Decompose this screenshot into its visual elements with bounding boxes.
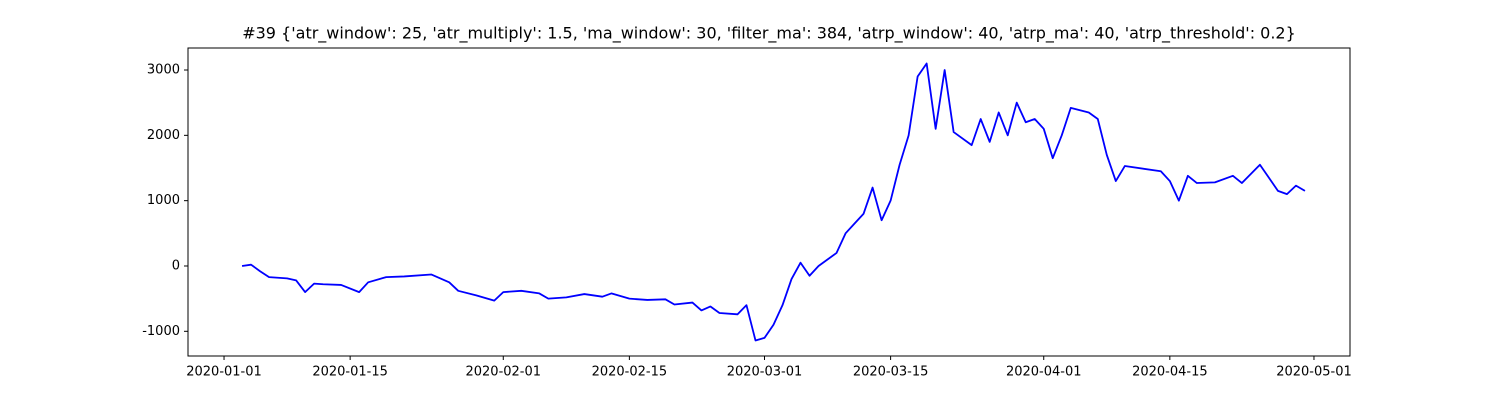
y-tick-label: 0 — [172, 258, 180, 273]
x-tick-label: 2020-02-01 — [465, 365, 541, 380]
x-tick-label: 2020-02-15 — [592, 365, 668, 380]
x-tick-label: 2020-01-01 — [186, 365, 262, 380]
y-tick-label: 1000 — [147, 193, 180, 208]
y-tick-label: 2000 — [147, 128, 180, 143]
x-tick-label: 2020-03-01 — [727, 365, 803, 380]
x-tick-label: 2020-01-15 — [312, 365, 388, 380]
x-tick-label: 2020-05-01 — [1276, 365, 1352, 380]
plot-frame — [187, 47, 1351, 357]
data-line — [241, 62, 1306, 342]
x-tick-label: 2020-03-15 — [853, 365, 929, 380]
y-tick-label: -1000 — [142, 324, 180, 339]
x-tick-label: 2020-04-15 — [1132, 365, 1208, 380]
chart-title: #39 {'atr_window': 25, 'atr_multiply': 1… — [242, 24, 1296, 44]
x-tick-label: 2020-04-01 — [1006, 365, 1082, 380]
y-tick-label: 3000 — [147, 63, 180, 78]
